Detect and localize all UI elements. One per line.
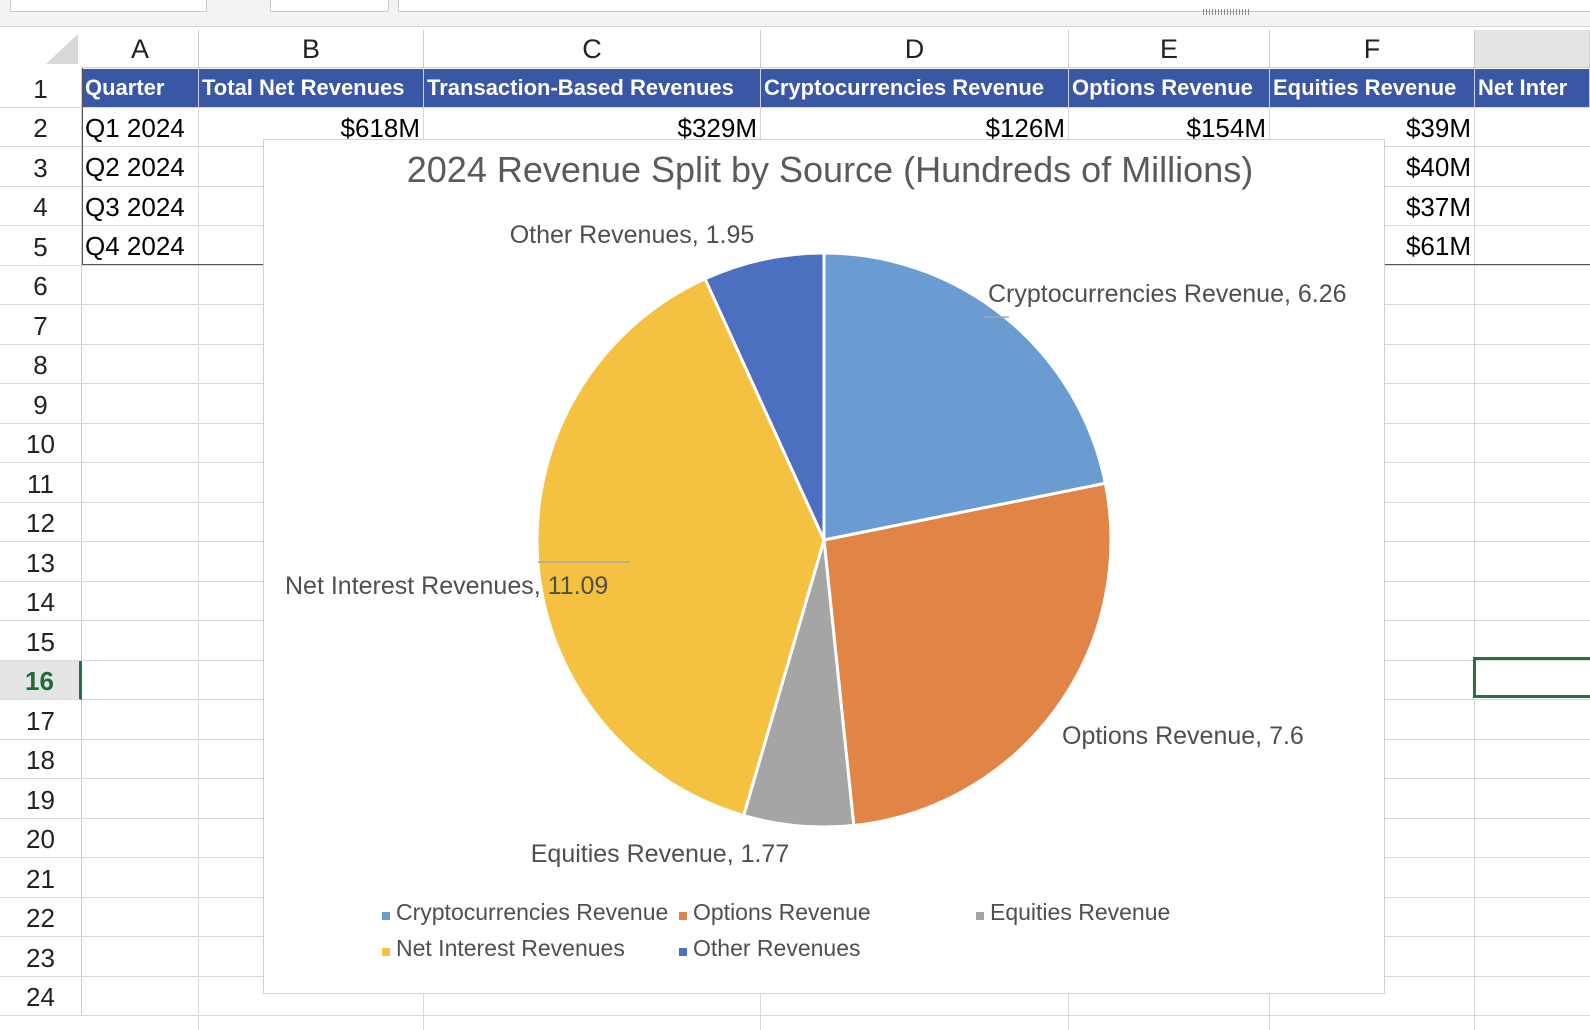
row-header-13[interactable]: 13 bbox=[0, 542, 82, 582]
cell-d2[interactable]: $126M bbox=[985, 113, 1066, 143]
row-header-5[interactable]: 5 bbox=[0, 226, 82, 266]
legend-item[interactable]: Equities Revenue bbox=[976, 899, 1170, 925]
legend-label: Cryptocurrencies Revenue bbox=[396, 899, 668, 925]
column-header-g[interactable] bbox=[1475, 30, 1590, 68]
legend-label: Options Revenue bbox=[693, 899, 871, 925]
legend-swatch bbox=[382, 948, 390, 956]
pie-slice-net-interest-revenues[interactable] bbox=[535, 276, 826, 818]
row-header-21[interactable]: 21 bbox=[0, 858, 82, 898]
row-header-23[interactable]: 23 bbox=[0, 937, 82, 977]
row-header-15[interactable]: 15 bbox=[0, 621, 82, 661]
cell-f5[interactable]: $61M bbox=[1405, 231, 1471, 261]
formula-input[interactable] bbox=[398, 0, 1590, 12]
pie-slice-other-revenues[interactable] bbox=[703, 251, 826, 541]
row-header-8[interactable]: 8 bbox=[0, 345, 82, 384]
gridline bbox=[1474, 68, 1475, 1030]
column-header-a[interactable]: A bbox=[82, 30, 199, 68]
row-header-2[interactable]: 2 bbox=[0, 108, 82, 147]
table-border bbox=[82, 68, 83, 265]
cell-a3[interactable]: Q2 2024 bbox=[85, 152, 185, 182]
cell-e2[interactable]: $154M bbox=[1186, 113, 1267, 143]
row-header-18[interactable]: 18 bbox=[0, 740, 82, 779]
legend-item[interactable]: Other Revenues bbox=[679, 935, 860, 961]
column-header-e[interactable]: E bbox=[1069, 30, 1270, 68]
header-cell-transaction-based-revenues[interactable]: Transaction-Based Revenues bbox=[424, 69, 761, 107]
row-header-16[interactable]: 16 bbox=[0, 661, 82, 700]
data-label: Net Interest Revenues, 11.09 bbox=[285, 572, 608, 600]
header-cell-net-interest[interactable]: Net Inter bbox=[1475, 69, 1590, 107]
cell-a4[interactable]: Q3 2024 bbox=[85, 192, 185, 222]
row-header-19[interactable]: 19 bbox=[0, 779, 82, 819]
legend-label: Net Interest Revenues bbox=[396, 935, 625, 961]
legend-item[interactable]: Options Revenue bbox=[679, 899, 871, 925]
data-label: Cryptocurrencies Revenue, 6.26 bbox=[988, 280, 1347, 308]
chart-canvas: 2024 Revenue Split by Source (Hundreds o… bbox=[285, 149, 1347, 961]
gridline bbox=[198, 68, 199, 1030]
column-header-d[interactable]: D bbox=[761, 30, 1069, 68]
row-header-22[interactable]: 22 bbox=[0, 898, 82, 937]
formula-bar bbox=[0, 0, 1590, 27]
legend-label: Equities Revenue bbox=[990, 899, 1170, 925]
data-label: Equities Revenue, 1.77 bbox=[531, 840, 790, 868]
header-cell-options-revenue[interactable]: Options Revenue bbox=[1069, 69, 1270, 107]
row-header-12[interactable]: 12 bbox=[0, 503, 82, 542]
row-header-14[interactable]: 14 bbox=[0, 582, 82, 621]
header-cell-total-net-revenues[interactable]: Total Net Revenues bbox=[199, 69, 424, 107]
header-cell-quarter[interactable]: Quarter bbox=[82, 69, 199, 107]
row-header-6[interactable]: 6 bbox=[0, 266, 82, 305]
legend-label: Other Revenues bbox=[693, 935, 860, 961]
name-box[interactable] bbox=[10, 0, 207, 12]
column-header-b[interactable]: B bbox=[199, 30, 424, 68]
pie-chart[interactable]: 2024 Revenue Split by Source (Hundreds o… bbox=[263, 139, 1385, 994]
data-label: Other Revenues, 1.95 bbox=[510, 221, 755, 249]
header-cell-equities-revenue[interactable]: Equities Revenue bbox=[1270, 69, 1475, 107]
legend-item[interactable]: Cryptocurrencies Revenue bbox=[382, 899, 668, 925]
select-all-corner[interactable] bbox=[0, 30, 83, 69]
row-header-3[interactable]: 3 bbox=[0, 147, 82, 187]
row-header-1[interactable]: 1 bbox=[0, 68, 82, 108]
legend-item[interactable]: Net Interest Revenues bbox=[382, 935, 625, 961]
gridline bbox=[82, 1015, 1590, 1016]
function-box[interactable] bbox=[270, 0, 389, 12]
resize-grip-icon[interactable] bbox=[1203, 9, 1251, 15]
row-header-4[interactable]: 4 bbox=[0, 187, 82, 226]
header-cell-cryptocurrencies-revenue[interactable]: Cryptocurrencies Revenue bbox=[761, 69, 1069, 107]
row-header-24[interactable]: 24 bbox=[0, 977, 82, 1016]
row-header-11[interactable]: 11 bbox=[0, 463, 82, 503]
row-header-10[interactable]: 10 bbox=[0, 424, 82, 463]
column-header-c[interactable]: C bbox=[424, 30, 761, 68]
cell-f4[interactable]: $37M bbox=[1405, 192, 1471, 222]
chart-title: 2024 Revenue Split by Source (Hundreds o… bbox=[407, 149, 1253, 190]
cell-a2[interactable]: Q1 2024 bbox=[85, 113, 185, 143]
legend-swatch bbox=[382, 912, 390, 920]
pie-slice-options-revenue[interactable] bbox=[822, 481, 1113, 828]
active-cell[interactable] bbox=[1473, 657, 1590, 698]
legend-swatch bbox=[679, 948, 687, 956]
row-header-7[interactable]: 7 bbox=[0, 305, 82, 345]
cell-a5[interactable]: Q4 2024 bbox=[85, 231, 185, 261]
cell-c2[interactable]: $329M bbox=[677, 113, 758, 143]
row-header-17[interactable]: 17 bbox=[0, 700, 82, 740]
row-header-20[interactable]: 20 bbox=[0, 819, 82, 858]
data-label: Options Revenue, 7.6 bbox=[1062, 722, 1304, 750]
pie-slice-cryptocurrencies-revenue[interactable] bbox=[822, 251, 1108, 542]
legend-swatch bbox=[679, 912, 687, 920]
gridline bbox=[82, 107, 1590, 108]
row-header-9[interactable]: 9 bbox=[0, 384, 82, 424]
cell-f2[interactable]: $39M bbox=[1405, 113, 1471, 143]
legend-swatch bbox=[976, 912, 984, 920]
cell-f3[interactable]: $40M bbox=[1405, 152, 1471, 182]
column-header-f[interactable]: F bbox=[1270, 30, 1475, 68]
select-all-icon bbox=[46, 34, 78, 64]
cell-b2[interactable]: $618M bbox=[340, 113, 421, 143]
